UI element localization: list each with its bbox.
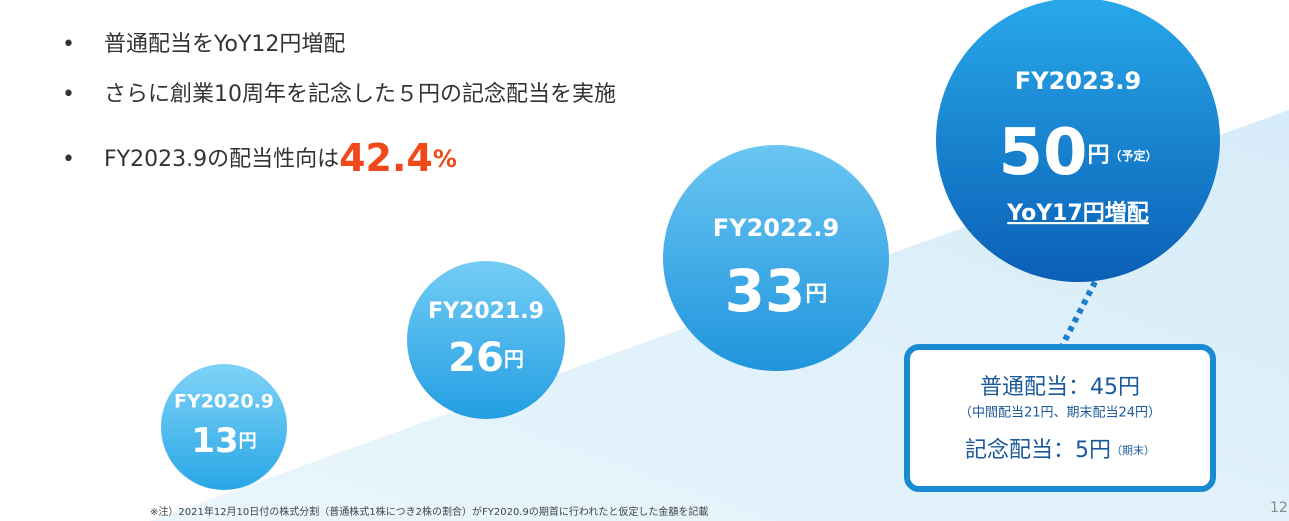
bullet-text: FY2023.9の配当性向は [104,147,339,172]
circle [407,261,565,419]
breakdown-box [904,344,1216,492]
amount-unit: 円 [504,347,524,371]
amount: 26円 [448,335,524,381]
page-number: 12 [1270,500,1288,516]
bullet-dot: • [62,32,75,57]
year: FY2022.9 [713,214,839,242]
amount-value: 26 [448,335,504,381]
bullet: さらに創業10周年を記念した５円の記念配当を実施 [104,82,616,107]
increase: YoY17円増配 [1006,200,1149,226]
year: FY2023.9 [1015,67,1141,95]
amount-unit: 円 [1088,143,1110,168]
payout-ratio: 42.4 [339,136,433,180]
year: FY2020.9 [174,391,274,413]
memorial-note: （期末） [1111,443,1155,457]
bullets: • 普通配当をYoY12円増配 • さらに創業10周年を記念した５円の記念配当を… [62,32,616,180]
circle [936,0,1220,282]
amount: 13円 [191,421,256,461]
payout-unit: % [433,145,457,173]
bullet-dot: • [62,82,75,107]
connector [1059,280,1098,348]
amount-value: 13 [191,421,238,461]
bullet: FY2023.9の配当性向は42.4% [104,136,457,180]
amount: 33円 [725,257,828,325]
amount-unit: 円 [239,431,257,452]
memorial: 記念配当：5円（期末） [965,438,1155,463]
ordinary-detail: （中間配当21円、期末配当24円） [959,406,1161,421]
bullet: 普通配当をYoY12円増配 [104,32,345,57]
bullet-dot: • [62,147,75,172]
amount-value: 33 [725,257,806,325]
ordinary: 普通配当：45円 [980,375,1140,400]
circle [663,145,889,371]
year: FY2021.9 [428,299,544,324]
amount-note: （予定） [1110,148,1158,163]
amount-value: 50 [998,116,1087,190]
amount-unit: 円 [805,282,827,307]
amount: 50円（予定） [998,116,1157,190]
memorial-text: 記念配当：5円 [965,438,1111,463]
footnote: ※注）2021年12月10日付の株式分割（普通株式1株につき2株の割合）がFY2… [150,505,708,518]
circle [161,364,287,490]
